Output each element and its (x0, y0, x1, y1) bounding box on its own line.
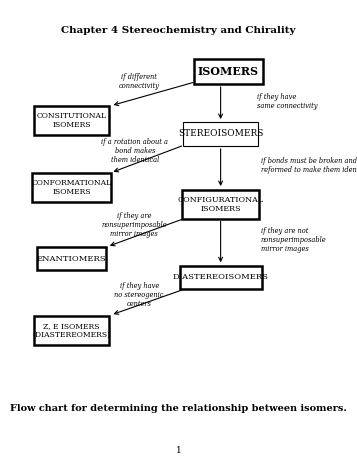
FancyBboxPatch shape (37, 247, 106, 270)
Text: CONFORMATIONAL
ISOMERS: CONFORMATIONAL ISOMERS (31, 179, 111, 195)
Text: ISOMERS: ISOMERS (198, 66, 259, 77)
Text: if they are
nonsuperimposable
mirror images: if they are nonsuperimposable mirror ima… (101, 212, 167, 238)
Text: CONSITUTIONAL
ISOMERS: CONSITUTIONAL ISOMERS (36, 112, 106, 128)
Text: STEREOISOMERS: STEREOISOMERS (178, 129, 263, 139)
FancyBboxPatch shape (34, 316, 109, 345)
Text: if they have
same connectivity: if they have same connectivity (257, 93, 317, 110)
Text: DIASTEREOISOMERS: DIASTEREOISOMERS (173, 273, 268, 281)
FancyBboxPatch shape (183, 122, 258, 146)
Text: if different
connectivity: if different connectivity (119, 73, 160, 90)
Text: if they are not
nonsuperimposable
mirror images: if they are not nonsuperimposable mirror… (261, 227, 326, 254)
FancyBboxPatch shape (182, 189, 259, 219)
Text: CONFIGURATIONAL
ISOMERS: CONFIGURATIONAL ISOMERS (177, 196, 264, 213)
FancyBboxPatch shape (193, 59, 263, 84)
Text: Flow chart for determining the relationship between isomers.: Flow chart for determining the relations… (10, 404, 347, 413)
Text: if they have
no stereogenic
centers: if they have no stereogenic centers (115, 281, 164, 308)
FancyBboxPatch shape (180, 266, 262, 289)
FancyBboxPatch shape (32, 172, 111, 201)
FancyBboxPatch shape (34, 105, 109, 135)
Text: Z, E ISOMERS
(DIASTEREOMERS): Z, E ISOMERS (DIASTEREOMERS) (32, 322, 110, 339)
Text: 1: 1 (176, 446, 181, 455)
Text: if a rotation about a
bond makes
them identical: if a rotation about a bond makes them id… (101, 138, 169, 164)
Text: if bonds must be broken and
reformed to make them identical: if bonds must be broken and reformed to … (261, 157, 357, 175)
Text: ENANTIOMERS: ENANTIOMERS (36, 255, 106, 263)
Text: Chapter 4 Stereochemistry and Chirality: Chapter 4 Stereochemistry and Chirality (61, 25, 296, 35)
